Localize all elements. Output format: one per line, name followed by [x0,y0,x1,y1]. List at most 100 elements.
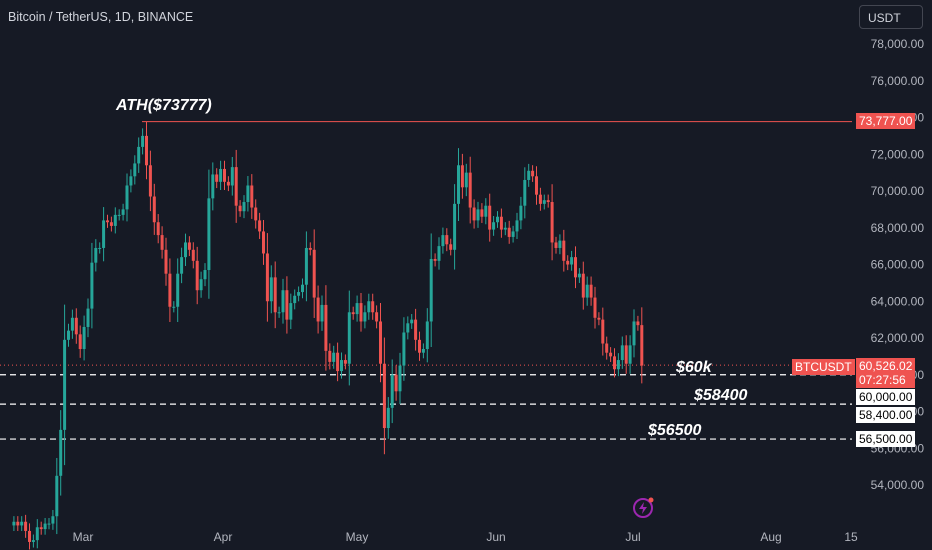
candle-body [226,181,230,186]
candle-body [542,200,546,204]
candle-body [152,196,156,223]
candle-body [211,174,215,199]
candle-body [418,339,421,353]
candle-body [12,521,16,526]
candle-body [250,185,254,208]
candle-body [624,345,628,364]
candle-body [180,257,184,274]
candle-body [484,205,488,217]
candle-body [121,209,125,215]
level-56500-label: $56500 [648,422,702,439]
candle-body [585,284,589,298]
candle-body [632,321,636,346]
candle-body [47,523,51,525]
candle-body [125,185,129,210]
candle-body [98,247,102,249]
countdown-timer: 07:27:56 [859,373,906,387]
candle-body [460,165,464,188]
candle-body [172,306,176,308]
candle-body [20,521,24,526]
candle-body [566,260,570,265]
candle-body [640,325,644,366]
candle-body [519,205,523,221]
candle-body [554,242,558,248]
candle-body [449,244,453,250]
candle-body [546,200,550,203]
y-tick-label: 78,000.00 [871,37,925,51]
candle-body [308,247,312,250]
x-tick-label: Aug [760,530,781,544]
candle-body [386,407,390,429]
candle-body [207,198,211,271]
candle-body [59,429,63,476]
y-tick-label: 76,000.00 [871,74,925,88]
candle-body [273,277,277,313]
candle-body [191,249,195,261]
candle-body [223,168,226,182]
candle-body [43,523,47,530]
last-price-badge: 60,526.02 07:27:56 [856,358,916,388]
candle-body [258,220,262,232]
candle-body [609,352,613,357]
candle-body [394,374,398,392]
candle-body [78,334,82,350]
candle-body [511,231,515,237]
candle-body [581,273,585,298]
candle-body [558,240,562,248]
candle-body [328,350,332,362]
candle-body [527,170,531,180]
candle-body [410,319,414,324]
currency-button[interactable]: USDT [859,5,923,29]
candle-body [242,202,246,212]
candle-body [390,374,394,408]
candle-body [570,257,574,265]
candle-body [347,312,351,364]
candle-body [503,227,507,230]
candle-body [414,319,418,340]
candle-body [464,172,468,188]
candle-body [316,297,320,322]
candle-body [425,321,429,350]
candle-body [367,301,371,313]
candle-body [562,240,566,261]
candle-body [613,356,616,370]
candle-body [117,214,121,216]
candle-body [35,527,39,541]
candle-body [304,247,308,285]
candle-body [55,475,59,517]
candle-body [133,163,137,177]
candle-body [82,326,86,350]
candle-body [199,279,203,291]
candle-body [421,349,425,353]
candle-body [535,176,538,195]
candle-body [289,303,293,320]
candle-body [332,352,336,362]
ath-annotation: ATH($73777) [116,97,212,114]
candle-body [246,185,250,203]
candle-body [281,290,285,313]
candle-body [301,284,304,293]
last-price-value: 60,526.02 [859,359,913,373]
candle-body [215,174,219,182]
candle-body [324,304,328,351]
candle-body [488,205,492,230]
candle-body [67,330,70,340]
candle-body [234,167,238,206]
candle-body [605,343,609,353]
x-tick-label: Jul [625,530,640,544]
candle-body [164,249,168,274]
candle-body [597,317,601,320]
candle-body [230,167,234,186]
bolt-icon[interactable] [633,497,654,518]
chart-title: Bitcoin / TetherUS, 1D, BINANCE [8,10,194,24]
candle-body [145,135,148,166]
candle-body [94,247,98,263]
y-tick-label: 70,000.00 [871,184,925,198]
candle-body [406,323,410,333]
candle-body [156,222,160,236]
candle-body [254,207,258,221]
candle-body [492,222,496,230]
candle-body [437,246,441,261]
